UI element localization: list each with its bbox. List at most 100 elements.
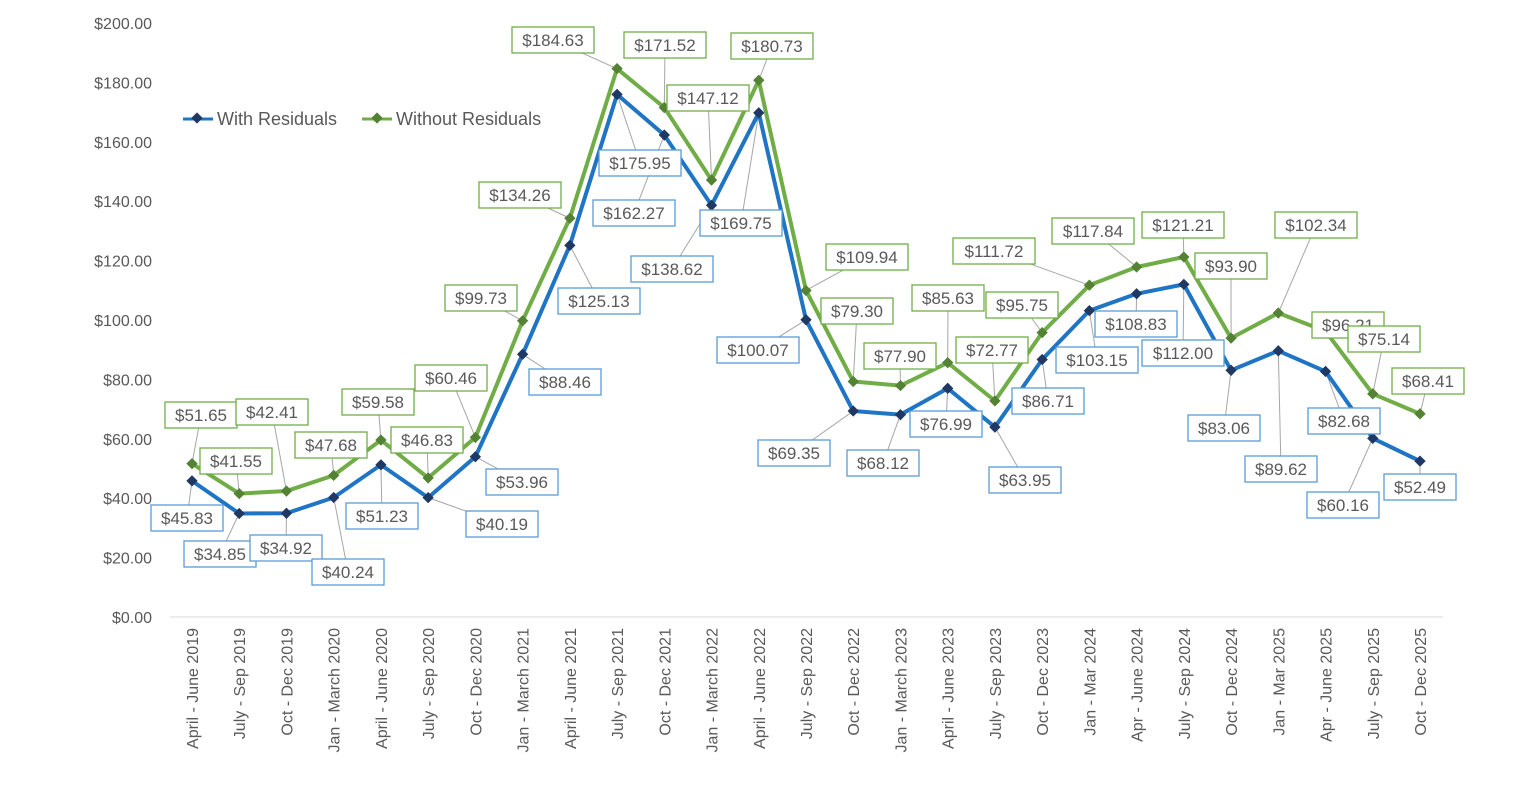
- x-tick-label: Jan - Mar 2025: [1271, 628, 1288, 736]
- legend-label-with-residuals: With Residuals: [217, 109, 337, 129]
- data-label: $112.00: [1153, 344, 1213, 363]
- leader-line: [1278, 351, 1281, 469]
- x-tick-label: April - June 2020: [374, 628, 391, 749]
- x-tick-label: July - Sep 2020: [421, 628, 438, 739]
- y-tick-label: $40.00: [103, 491, 152, 508]
- data-label: $76.99: [920, 415, 972, 434]
- data-label: $138.62: [641, 260, 702, 279]
- data-label: $60.16: [1317, 496, 1369, 515]
- y-tick-label: $120.00: [94, 254, 152, 271]
- data-point-marker: [281, 485, 292, 496]
- data-label: $82.68: [1318, 412, 1370, 431]
- data-label: $121.21: [1152, 216, 1213, 235]
- legend-label-without-residuals: Without Residuals: [396, 109, 541, 129]
- data-label: $147.12: [677, 89, 738, 108]
- data-label: $40.19: [476, 515, 528, 534]
- data-label: $42.41: [246, 403, 298, 422]
- x-tick-label: Oct - Dec 2019: [279, 628, 296, 736]
- x-tick-label: Oct - Dec 2022: [846, 628, 863, 736]
- data-label: $88.46: [539, 373, 591, 392]
- x-tick-label: July - Sep 2019: [232, 628, 249, 739]
- x-tick-label: April - June 2021: [563, 628, 580, 749]
- legend: With Residuals Without Residuals: [183, 109, 541, 129]
- data-label: $51.23: [356, 507, 408, 526]
- y-tick-label: $100.00: [94, 313, 152, 330]
- data-label: $108.83: [1105, 315, 1166, 334]
- data-label: $68.41: [1402, 372, 1454, 391]
- data-label: $72.77: [966, 341, 1018, 360]
- data-label: $40.24: [322, 563, 374, 582]
- data-label: $85.63: [922, 289, 974, 308]
- data-label: $125.13: [568, 292, 629, 311]
- x-tick-label: Apr - June 2024: [1130, 628, 1147, 742]
- x-tick-label: Jan - March 2022: [705, 628, 722, 753]
- x-tick-label: Oct - Dec 2021: [657, 628, 674, 736]
- x-tick-label: Apr - June 2025: [1319, 628, 1336, 742]
- data-label: $34.85: [194, 545, 246, 564]
- y-axis: $0.00$20.00$40.00$60.00$80.00$100.00$120…: [94, 16, 152, 627]
- x-axis: April - June 2019 July - Sep 2019 Oct - De…: [170, 617, 1443, 753]
- x-tick-label: July - Sep 2023: [988, 628, 1005, 739]
- data-label: $162.27: [603, 204, 664, 223]
- data-label: $68.12: [857, 454, 909, 473]
- data-label: $47.68: [305, 436, 357, 455]
- x-tick-label: Oct - Dec 2024: [1224, 628, 1241, 736]
- data-label: $34.92: [260, 539, 312, 558]
- x-tick-label: Jan - March 2021: [516, 628, 533, 753]
- data-label: $171.52: [634, 36, 695, 55]
- y-tick-label: $80.00: [103, 372, 152, 389]
- data-label: $41.55: [210, 452, 262, 471]
- data-label: $184.63: [522, 31, 583, 50]
- data-point-marker: [281, 508, 292, 519]
- x-tick-label: July - Sep 2022: [799, 628, 816, 739]
- y-tick-label: $180.00: [94, 75, 152, 92]
- data-point-marker: [564, 240, 575, 251]
- data-point-marker: [1414, 408, 1425, 419]
- data-label: $45.83: [161, 509, 213, 528]
- data-label: $169.75: [710, 214, 771, 233]
- data-label: $180.73: [741, 37, 802, 56]
- y-tick-label: $140.00: [94, 194, 152, 211]
- legend-marker-with-residuals: [191, 112, 202, 123]
- data-label: $117.84: [1063, 222, 1123, 241]
- data-label: $51.65: [175, 406, 227, 425]
- y-tick-label: $200.00: [94, 16, 152, 33]
- data-label: $52.49: [1394, 478, 1446, 497]
- x-tick-label: Jan - March 2020: [327, 628, 344, 753]
- legend-marker-without-residuals: [371, 112, 382, 123]
- data-label: $134.26: [489, 186, 550, 205]
- y-tick-label: $160.00: [94, 135, 152, 152]
- data-label: $100.07: [727, 341, 788, 360]
- data-point-marker: [1131, 288, 1142, 299]
- data-label: $111.72: [965, 242, 1024, 261]
- x-tick-label: Jan - Mar 2024: [1082, 628, 1099, 736]
- data-label: $86.71: [1022, 392, 1074, 411]
- x-tick-label: July - Sep 2024: [1177, 628, 1194, 739]
- data-label: $93.90: [1205, 257, 1257, 276]
- data-label: $109.94: [836, 248, 897, 267]
- y-tick-label: $20.00: [103, 551, 152, 568]
- data-label: $77.90: [874, 347, 926, 366]
- data-label: $99.73: [455, 289, 507, 308]
- data-label: $83.06: [1198, 419, 1250, 438]
- x-tick-label: April - June 2019: [185, 628, 202, 749]
- data-point-marker: [1131, 261, 1142, 272]
- x-tick-label: April - June 2022: [752, 628, 769, 749]
- data-label: $89.62: [1255, 460, 1307, 479]
- data-label: $69.35: [768, 444, 820, 463]
- data-label: $63.95: [999, 471, 1051, 490]
- x-tick-label: Oct - Dec 2023: [1035, 628, 1052, 736]
- y-tick-label: $60.00: [103, 432, 152, 449]
- data-label: $95.75: [996, 296, 1048, 315]
- x-tick-label: April - June 2023: [941, 628, 958, 749]
- data-label: $60.46: [425, 369, 477, 388]
- data-label: $102.34: [1285, 216, 1346, 235]
- x-tick-label: July - Sep 2021: [610, 628, 627, 739]
- data-label: $59.58: [352, 393, 404, 412]
- data-label: $53.96: [496, 473, 548, 492]
- data-label: $46.83: [401, 431, 453, 450]
- data-labels: $45.83 $34.85 $34.92 $40.24 $51.23 $40.19 $53.…: [151, 27, 1464, 585]
- x-tick-label: July - Sep 2025: [1366, 628, 1383, 739]
- data-point-marker: [1273, 345, 1284, 356]
